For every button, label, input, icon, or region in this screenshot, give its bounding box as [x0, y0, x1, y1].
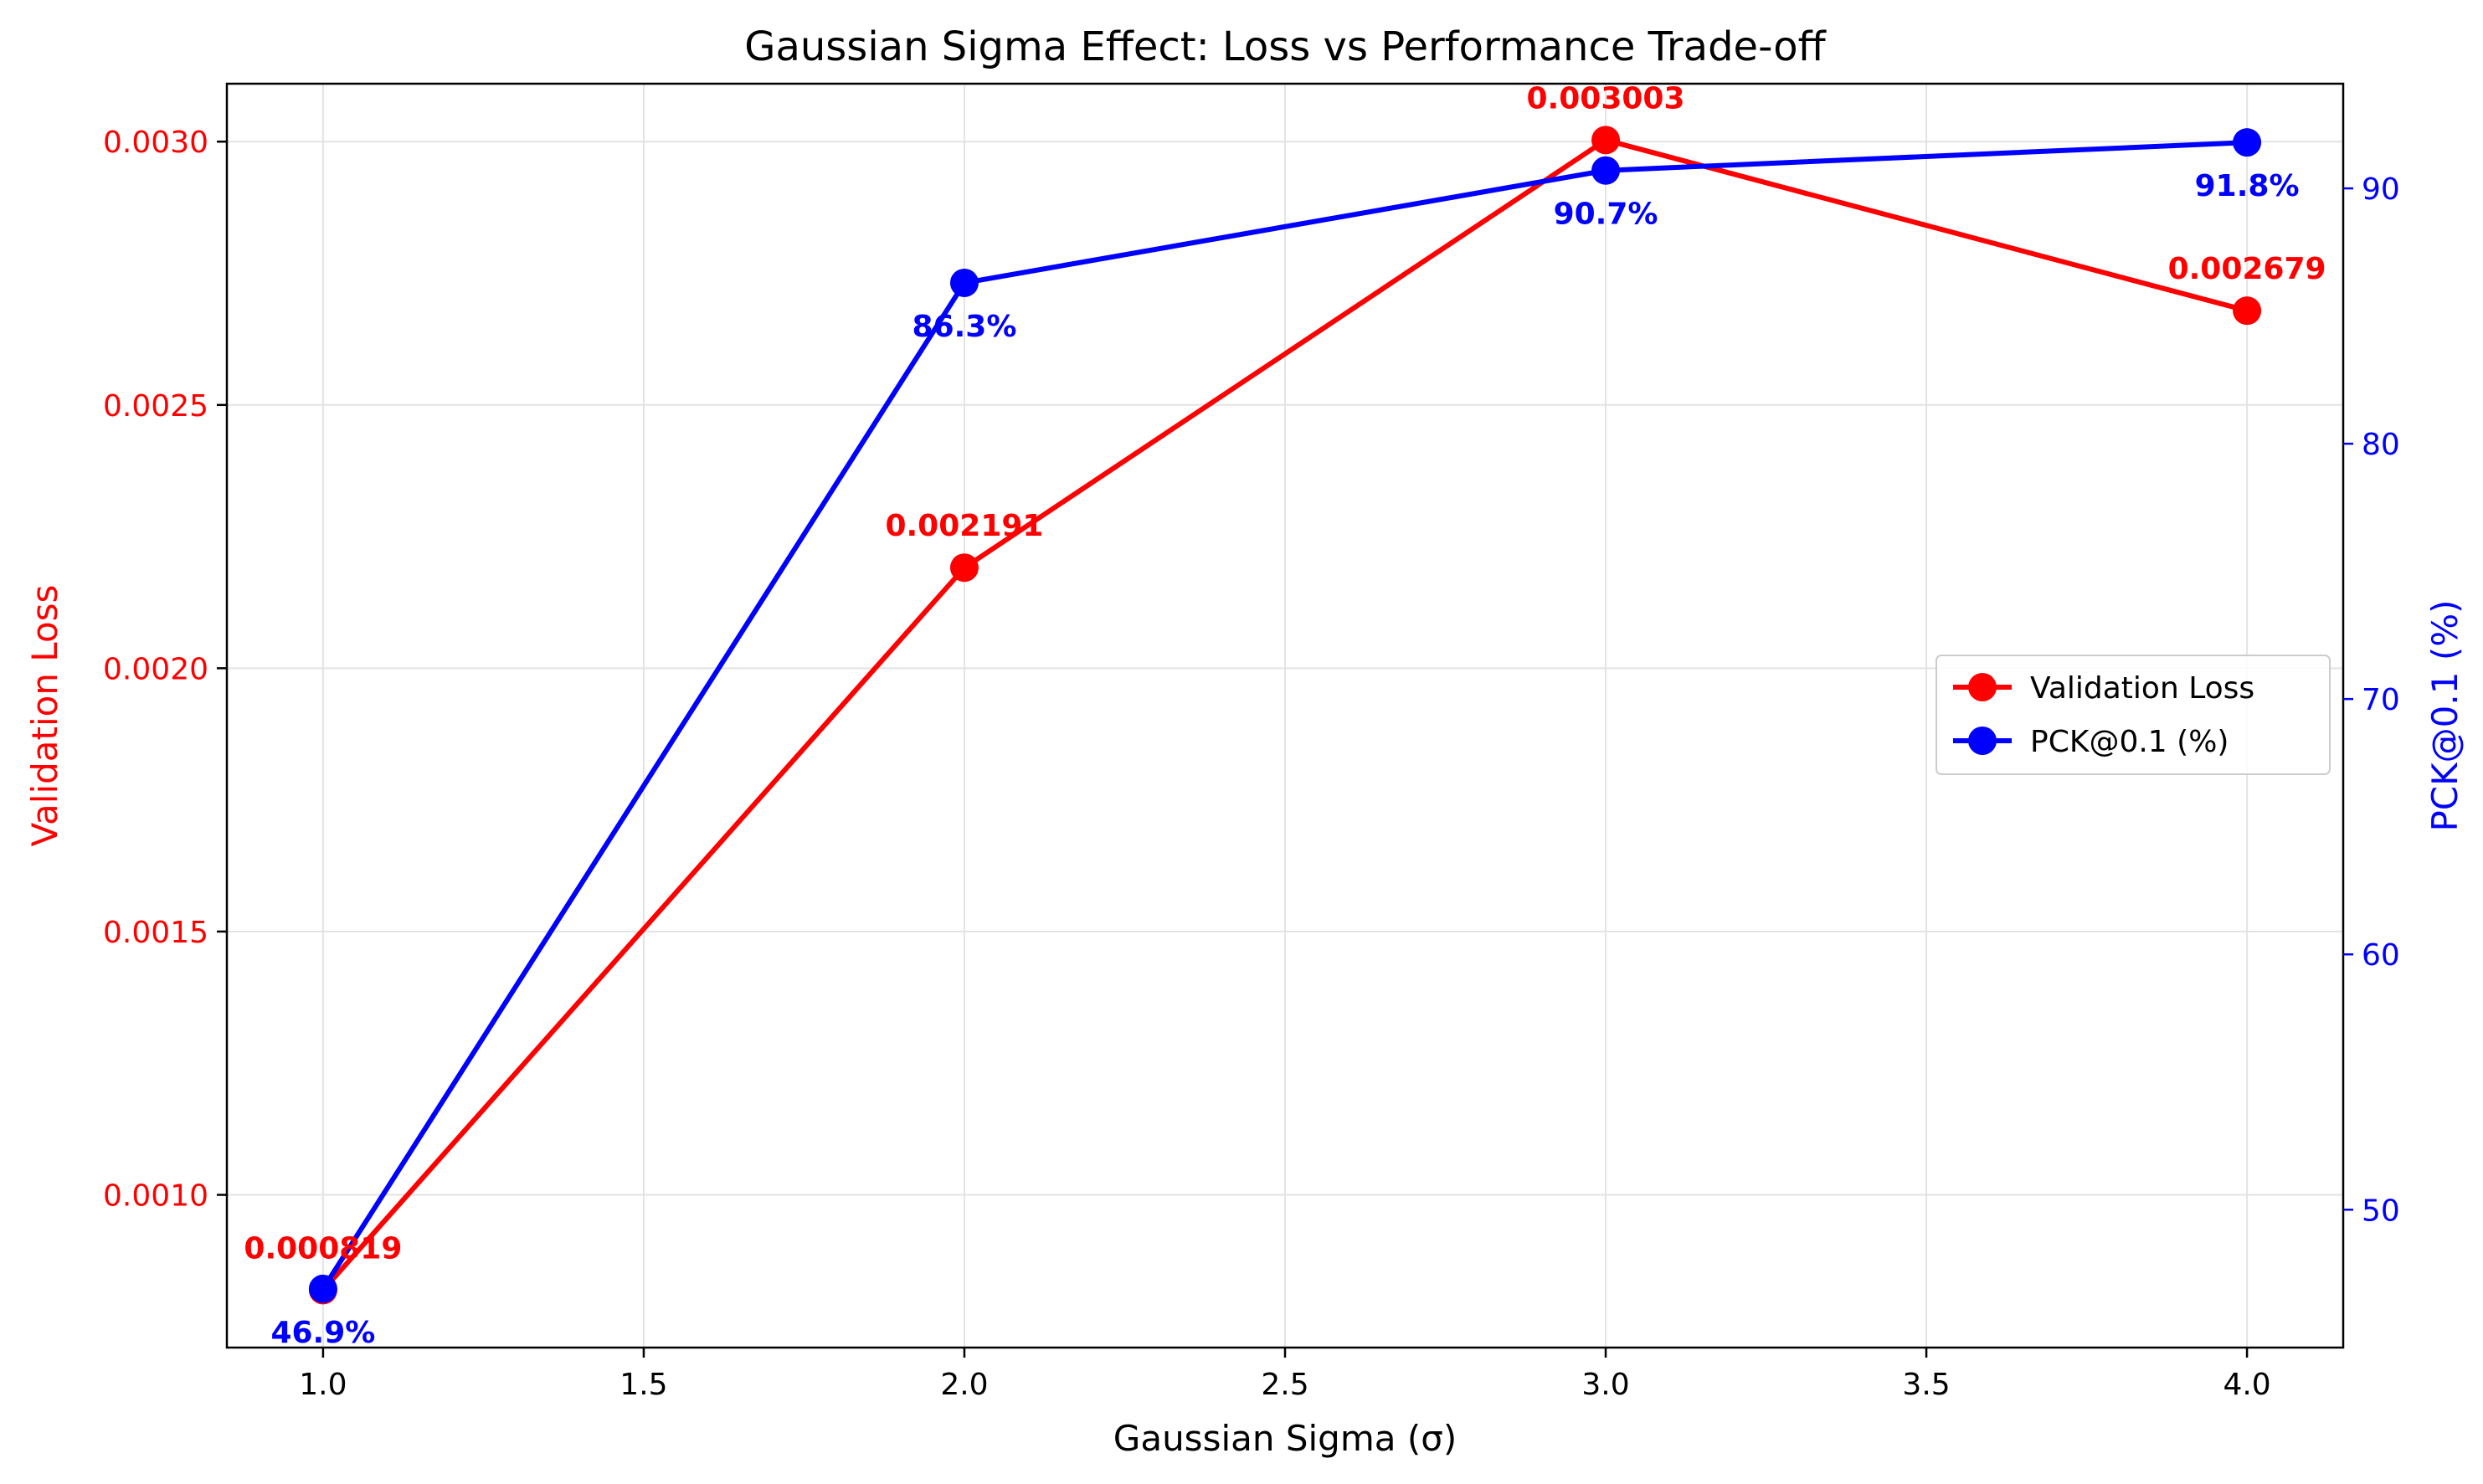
legend-marker — [1968, 673, 1997, 701]
x-tick-label: 1.0 — [299, 1368, 347, 1402]
y-right-tick-label: 90 — [2362, 172, 2400, 207]
data-label: 0.002191 — [885, 509, 1043, 543]
data-label: 0.002679 — [2168, 252, 2326, 286]
series-layer — [308, 126, 2262, 1305]
y-right-tick-label: 70 — [2362, 683, 2400, 717]
legend: Validation Loss PCK@0.1 (%) — [1936, 655, 2331, 775]
y-left-tick-label: 0.0025 — [103, 389, 208, 424]
y-left-tick-label: 0.0015 — [103, 916, 208, 950]
y-right-axis-label: PCK@0.1 (%) — [2424, 599, 2465, 831]
x-tick-label: 2.5 — [1261, 1368, 1308, 1402]
series-pck — [308, 128, 2262, 1303]
x-tick-label: 4.0 — [2223, 1368, 2270, 1402]
legend-label: PCK@0.1 (%) — [2030, 725, 2229, 759]
data-point — [308, 1274, 337, 1303]
x-axis-label: Gaussian Sigma (σ) — [1113, 1418, 1457, 1459]
data-label: 46.9% — [270, 1316, 375, 1350]
data-label: 90.7% — [1554, 198, 1658, 232]
y-left-tick-label: 0.0020 — [103, 652, 208, 686]
y-left-tick-label: 0.0010 — [103, 1179, 208, 1214]
x-tick-label: 3.5 — [1902, 1368, 1950, 1402]
x-tick-label: 2.0 — [940, 1368, 988, 1402]
data-point — [2233, 128, 2262, 157]
legend-label: Validation Loss — [2030, 671, 2254, 706]
legend-item: PCK@0.1 (%) — [1953, 725, 2229, 759]
data-point — [949, 268, 979, 297]
data-label: 0.003003 — [1527, 81, 1685, 116]
data-point — [949, 553, 979, 583]
legend-item: Validation Loss — [1953, 671, 2254, 706]
x-tick-label: 3.0 — [1581, 1368, 1629, 1402]
x-axis: 1.0 1.5 2.0 2.5 3.0 3.5 4.0 — [299, 1348, 2271, 1402]
x-tick-label: 1.5 — [619, 1368, 667, 1402]
chart-title: Gaussian Sigma Effect: Loss vs Performan… — [744, 23, 1826, 70]
y-left-tick-label: 0.0030 — [103, 126, 208, 160]
y-left-axis: 0.0010 0.0015 0.0020 0.0025 0.0030 — [103, 126, 227, 1214]
series-line — [320, 140, 2250, 1291]
y-right-axis: 50 60 70 80 90 — [2343, 172, 2400, 1228]
data-label: 86.3% — [912, 310, 1017, 344]
series-line — [320, 137, 2250, 1293]
data-point — [2233, 296, 2262, 326]
y-left-axis-label: Validation Loss — [24, 585, 65, 847]
data-point — [1591, 126, 1621, 155]
data-label: 0.000819 — [244, 1231, 402, 1266]
y-right-tick-label: 80 — [2362, 428, 2400, 462]
data-labels: 0.000819 0.002191 0.003003 0.002679 46.9% 86.… — [244, 81, 2326, 1350]
y-right-tick-label: 50 — [2362, 1194, 2400, 1228]
legend-box — [1936, 655, 2331, 775]
data-label: 91.8% — [2195, 169, 2300, 203]
legend-marker — [1968, 727, 1997, 755]
data-point — [1591, 156, 1621, 185]
y-right-tick-label: 60 — [2362, 938, 2400, 973]
